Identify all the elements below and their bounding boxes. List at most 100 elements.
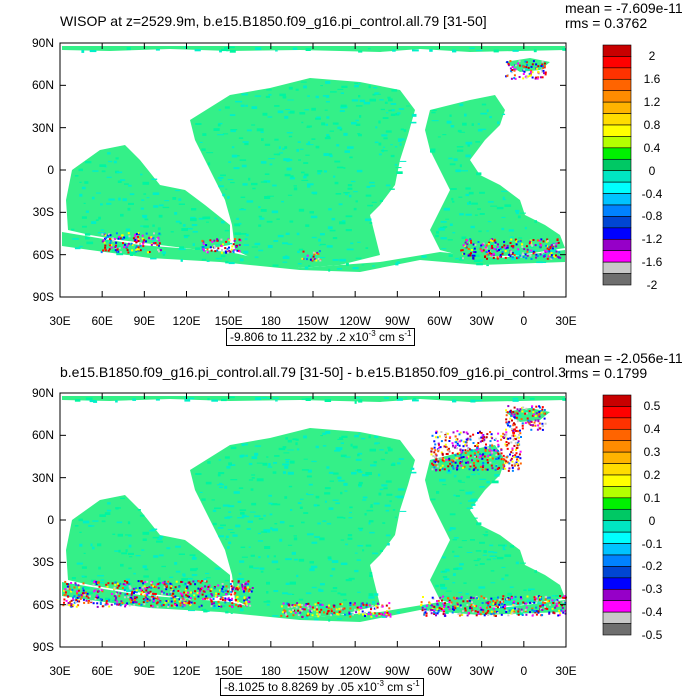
field-speckle-cell: [114, 550, 119, 552]
field-speckle-cell: [237, 500, 242, 503]
anomaly-cell: [551, 256, 554, 259]
colorbar-box: [602, 158, 632, 172]
field-speckle-cell: [129, 252, 136, 255]
anomaly-cell: [519, 457, 522, 460]
anomaly-cell: [109, 242, 112, 245]
anomaly-cell: [521, 614, 524, 616]
field-speckle-cell: [97, 232, 105, 234]
anomaly-cell: [438, 443, 440, 446]
anomaly-cell: [173, 598, 176, 601]
anomaly-cell: [539, 598, 541, 601]
anomaly-cell: [433, 451, 436, 454]
field-speckle-cell: [456, 146, 464, 148]
anomaly-cell: [554, 606, 557, 609]
anomaly-cell: [532, 252, 535, 255]
anomaly-cell: [557, 614, 560, 617]
field-speckle-cell: [282, 446, 287, 449]
anomaly-cell: [158, 242, 161, 245]
field-speckle-cell: [399, 510, 407, 512]
anomaly-cell: [472, 257, 475, 260]
anomaly-cell: [496, 440, 499, 443]
anomaly-cell: [469, 239, 472, 242]
field-speckle-cell: [482, 451, 486, 454]
anomaly-cell: [451, 446, 454, 448]
field-speckle-cell: [255, 397, 262, 401]
field-speckle-cell: [95, 219, 99, 221]
field-speckle-cell: [118, 197, 121, 201]
anomaly-cell: [352, 603, 355, 606]
anomaly-cell: [532, 411, 535, 414]
anomaly-cell: [208, 584, 211, 587]
field-speckle-cell: [214, 217, 217, 220]
field-speckle-cell: [93, 400, 98, 403]
field-speckle-cell: [248, 546, 251, 548]
field-speckle-cell: [357, 591, 361, 593]
field-speckle-cell: [273, 555, 276, 558]
anomaly-cell: [96, 582, 99, 584]
anomaly-cell: [385, 610, 388, 613]
anomaly-cell: [431, 604, 433, 607]
longitude-label: 30E: [555, 664, 577, 678]
anomaly-cell: [174, 600, 177, 603]
anomaly-cell: [517, 464, 520, 467]
anomaly-cell: [460, 439, 463, 442]
field-speckle-cell: [292, 593, 295, 595]
anomaly-cell: [509, 410, 512, 413]
field-speckle-cell: [202, 216, 207, 219]
field-speckle-cell: [301, 121, 304, 124]
rms-value: rms = 0.1799: [565, 365, 648, 381]
anomaly-cell: [385, 613, 388, 616]
anomaly-cell: [381, 605, 384, 608]
anomaly-cell: [522, 65, 525, 68]
anomaly-cell: [134, 235, 137, 238]
field-speckle-cell: [224, 516, 231, 519]
colorbar-box: [602, 250, 632, 263]
field-speckle-cell: [492, 597, 500, 599]
field-speckle-cell: [368, 593, 374, 597]
field-speckle-cell: [328, 507, 334, 510]
field-speckle-cell: [272, 184, 277, 187]
anomaly-cell: [543, 601, 546, 604]
anomaly-cell: [464, 443, 467, 446]
anomaly-cell: [197, 580, 200, 583]
anomaly-cell: [80, 595, 83, 598]
field-speckle-cell: [359, 99, 365, 103]
field-speckle-cell: [175, 545, 181, 548]
anomaly-cell: [496, 250, 499, 252]
anomaly-cell: [552, 243, 555, 246]
anomaly-cell: [183, 604, 186, 607]
anomaly-cell: [380, 606, 383, 608]
anomaly-cell: [472, 433, 475, 436]
anomaly-cell: [110, 244, 113, 247]
anomaly-cell: [447, 465, 450, 468]
anomaly-cell: [237, 600, 239, 603]
anomaly-cell: [532, 60, 535, 63]
anomaly-cell: [501, 252, 504, 255]
anomaly-cell: [486, 606, 488, 609]
anomaly-cell: [464, 441, 467, 444]
field-speckle-cell: [246, 129, 252, 132]
anomaly-cell: [365, 603, 368, 606]
anomaly-cell: [151, 581, 154, 584]
anomaly-cell: [463, 252, 466, 255]
field-speckle-cell: [319, 537, 325, 541]
field-speckle-cell: [128, 567, 132, 570]
field-speckle-cell: [245, 454, 248, 457]
field-speckle-cell: [112, 533, 116, 535]
field-speckle-cell: [507, 607, 515, 610]
anomaly-cell: [231, 245, 234, 248]
anomaly-cell: [521, 422, 524, 425]
anomaly-cell: [482, 610, 485, 613]
anomaly-cell: [150, 243, 153, 246]
field-speckle-cell: [368, 521, 371, 525]
field-speckle-cell: [392, 509, 396, 511]
southern-ocean-anomalies: [62, 405, 567, 618]
field-speckle-cell: [395, 167, 402, 169]
anomaly-cell: [509, 459, 512, 462]
field-speckle-cell: [384, 397, 389, 399]
anomaly-cell: [540, 410, 542, 413]
anomaly-cell: [479, 606, 482, 609]
anomaly-cell: [545, 250, 548, 253]
anomaly-cell: [502, 432, 505, 435]
anomaly-cell: [496, 246, 499, 248]
